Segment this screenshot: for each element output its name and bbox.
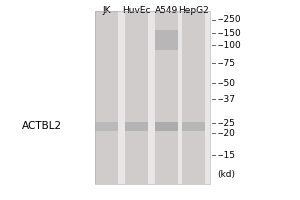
Bar — [95, 11, 118, 184]
Bar — [155, 121, 178, 130]
Text: --250: --250 — [218, 16, 241, 24]
Text: HuvEc: HuvEc — [122, 6, 151, 15]
Bar — [155, 30, 178, 50]
Text: --150: --150 — [218, 28, 241, 38]
Bar — [125, 11, 148, 184]
Bar — [182, 121, 205, 130]
Text: --37: --37 — [218, 95, 236, 104]
Bar — [94, 11, 210, 184]
Text: --100: --100 — [218, 40, 241, 49]
Bar — [94, 11, 210, 184]
Text: (kd): (kd) — [218, 170, 236, 180]
Text: JK: JK — [102, 6, 111, 15]
Text: HepG2: HepG2 — [178, 6, 209, 15]
Text: A549: A549 — [155, 6, 178, 15]
Text: --25: --25 — [218, 118, 236, 128]
Bar — [155, 11, 178, 184]
Text: --50: --50 — [218, 78, 236, 88]
Bar — [125, 121, 148, 130]
Text: --75: --75 — [218, 58, 236, 68]
Text: --15: --15 — [218, 151, 236, 160]
Bar — [182, 11, 205, 184]
Text: ACTBL2: ACTBL2 — [22, 121, 62, 131]
Bar — [95, 121, 118, 130]
Text: --20: --20 — [218, 129, 236, 138]
